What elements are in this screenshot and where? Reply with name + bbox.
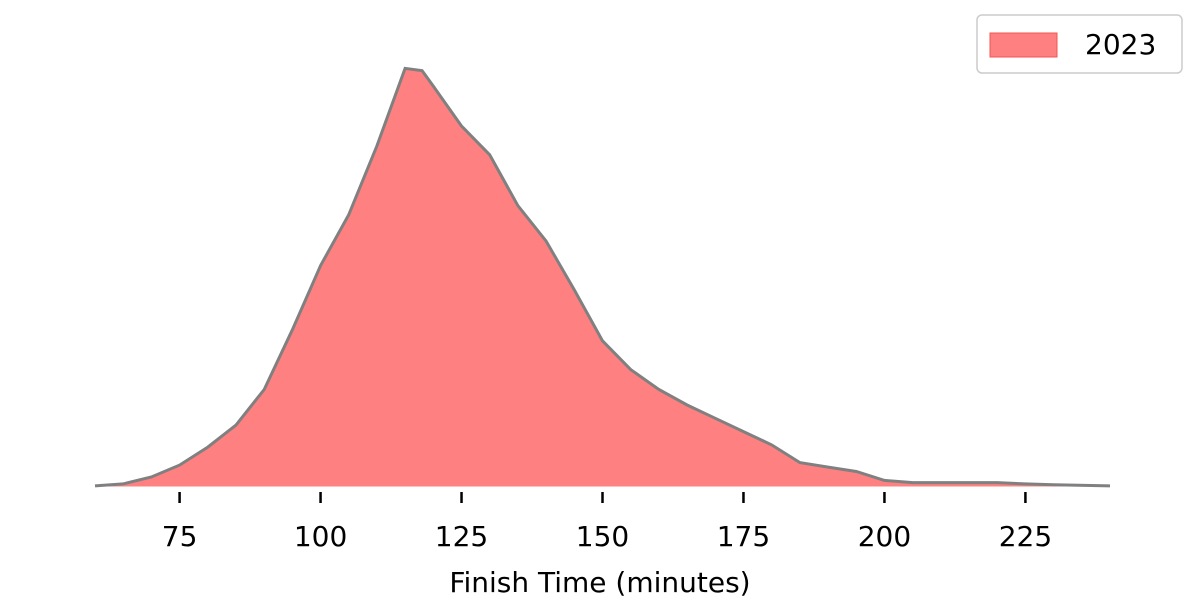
legend-label: 2023 bbox=[1085, 28, 1156, 61]
x-tick-label: 225 bbox=[999, 520, 1052, 553]
x-tick-label: 175 bbox=[717, 520, 770, 553]
x-axis-label: Finish Time (minutes) bbox=[449, 566, 750, 599]
x-tick-label: 200 bbox=[858, 520, 911, 553]
x-tick-label: 100 bbox=[294, 520, 347, 553]
legend-swatch bbox=[989, 32, 1058, 58]
density-area bbox=[94, 67, 1111, 488]
legend-box bbox=[976, 14, 1183, 74]
x-tick-label: 150 bbox=[576, 520, 629, 553]
x-tick-label: 75 bbox=[162, 520, 198, 553]
x-tick-label: 125 bbox=[435, 520, 488, 553]
density-line bbox=[94, 66, 1111, 488]
